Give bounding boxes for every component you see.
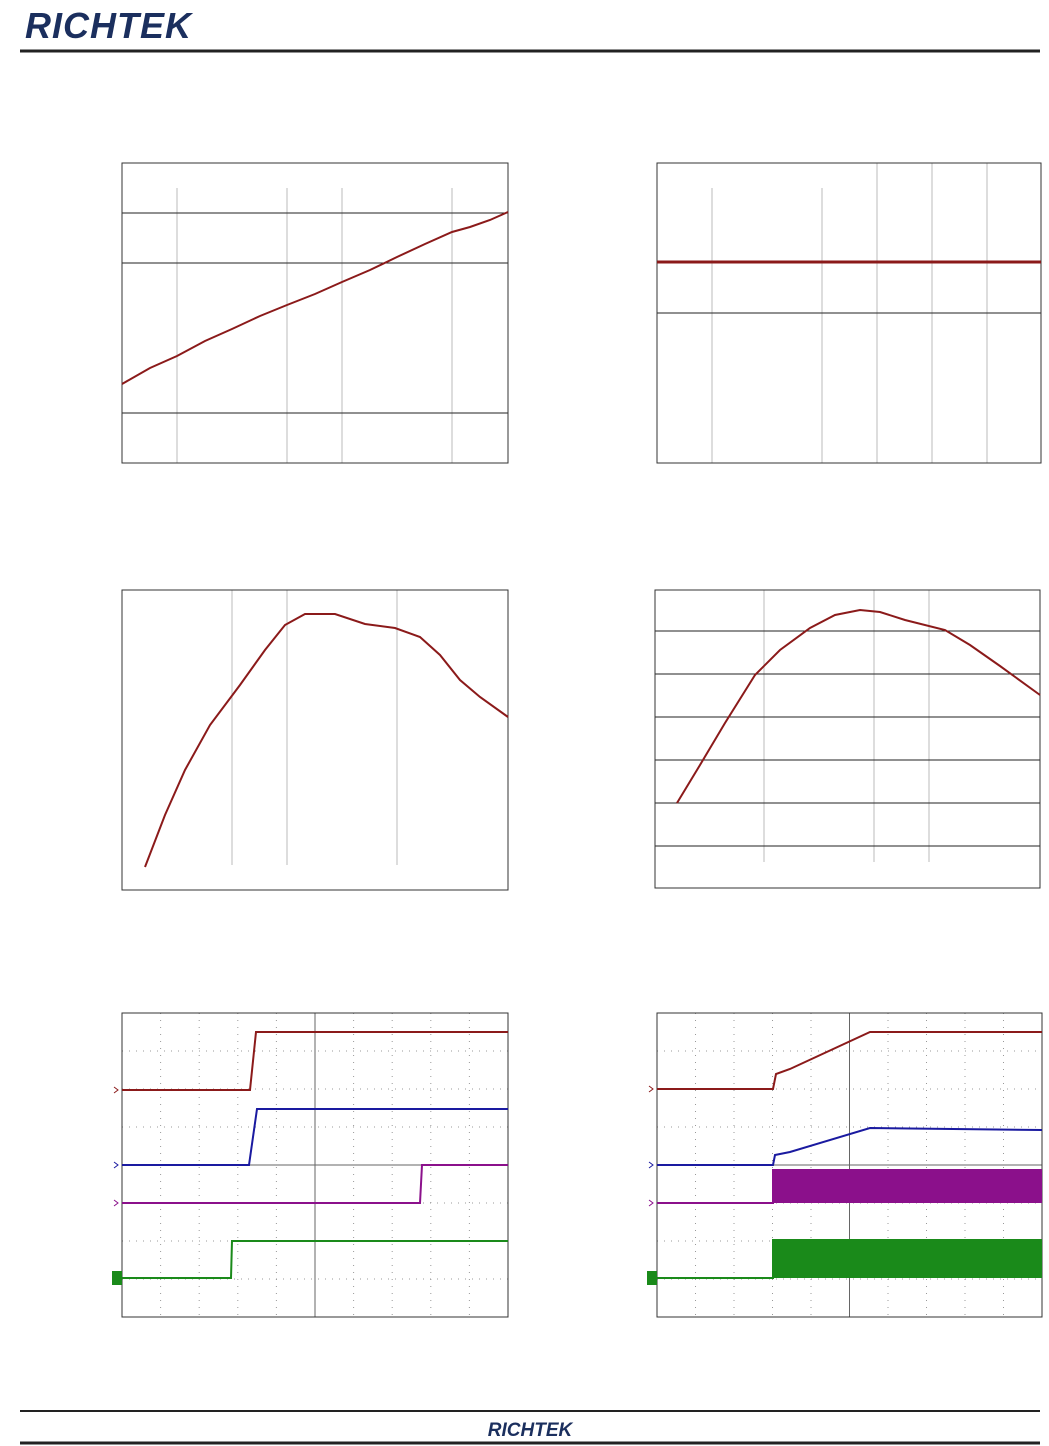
scope-trace (657, 1239, 1042, 1279)
scope-trace (657, 1126, 1043, 1166)
plot-1 (121, 162, 509, 464)
header-logo: RICHTEK (25, 5, 194, 46)
level-marker (648, 1199, 654, 1207)
scope-band (773, 1170, 1042, 1203)
level-marker (113, 1086, 119, 1094)
scope-band (773, 1240, 1042, 1278)
scope-plots (112, 1012, 1043, 1318)
scope-trace (122, 1164, 508, 1204)
ground-marker (647, 1271, 657, 1285)
plot-shape (121, 162, 509, 464)
plot-shape (656, 162, 1042, 464)
plot-shape (121, 211, 509, 385)
plot-3 (121, 589, 509, 891)
scope-trace (657, 1031, 1042, 1090)
plot-4 (654, 589, 1041, 889)
scope-trace (657, 1169, 1042, 1204)
level-marker (648, 1161, 654, 1169)
ground-marker (112, 1271, 122, 1285)
plot-shape (654, 589, 1041, 889)
level-marker (648, 1085, 654, 1093)
plot-shape (121, 589, 509, 891)
plot-shape (676, 608, 1041, 804)
plot-2 (656, 162, 1042, 464)
footer-logo: RICHTEK (488, 1420, 574, 1441)
scope-trace (122, 1240, 508, 1279)
level-marker (113, 1199, 119, 1207)
scope-trace (122, 1108, 508, 1166)
scope-trace (122, 1031, 508, 1091)
level-marker (113, 1161, 119, 1169)
plot-shape (144, 613, 509, 868)
